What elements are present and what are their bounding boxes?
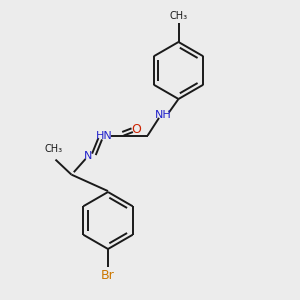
Text: CH₃: CH₃ — [169, 11, 188, 21]
Text: O: O — [132, 122, 141, 136]
Text: CH₃: CH₃ — [44, 144, 62, 154]
Text: HN: HN — [96, 130, 113, 141]
Text: N: N — [84, 151, 93, 161]
Text: Br: Br — [101, 269, 115, 282]
Text: NH: NH — [155, 110, 172, 120]
